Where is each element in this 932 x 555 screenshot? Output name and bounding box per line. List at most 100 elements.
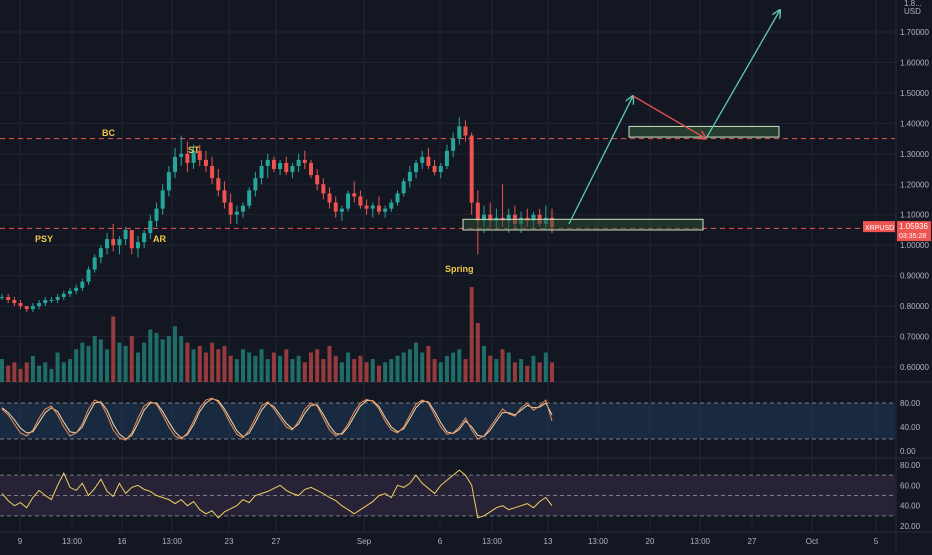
stoch-tick-label: 0.00 <box>900 447 916 456</box>
rsi-pane <box>1 469 553 519</box>
volume-bar <box>43 362 48 382</box>
candles <box>0 117 554 313</box>
currency-label: USD <box>904 7 921 16</box>
candle-body <box>414 162 419 173</box>
volume-bar <box>117 342 122 382</box>
volume-bar <box>290 359 295 382</box>
volume-bar <box>185 342 190 382</box>
accumulation-range-box <box>462 218 704 231</box>
volume-bar <box>191 349 196 382</box>
projection-path <box>568 10 780 225</box>
volume-bar <box>438 362 443 382</box>
volume-bar <box>333 355 338 382</box>
candle-body <box>234 211 239 215</box>
rsi-tick-label: 60.00 <box>900 481 921 490</box>
candle-body <box>18 303 23 307</box>
candle-body <box>216 178 221 191</box>
volume-bar <box>197 345 202 382</box>
annotation-bc: BC <box>102 128 115 138</box>
volume-bar <box>407 349 412 382</box>
volume-bar <box>0 359 4 382</box>
candle-body <box>80 281 85 288</box>
symbol-text: XRPUSD <box>865 225 894 232</box>
time-tick-label: 16 <box>118 537 127 546</box>
candle-body <box>327 193 332 203</box>
price-tick-label: 1.50000 <box>900 89 929 98</box>
candle-body <box>24 306 29 310</box>
volume-bar <box>74 349 79 382</box>
time-tick-label: 27 <box>272 537 281 546</box>
candle-body <box>290 166 295 173</box>
volume-bar <box>537 362 542 382</box>
volume-bar <box>531 355 536 382</box>
volume-bar <box>475 323 480 382</box>
candle-body <box>420 156 425 163</box>
candle-body <box>166 172 171 191</box>
candle-body <box>129 229 134 249</box>
volume-bar <box>488 355 493 382</box>
volume-bar <box>308 352 313 382</box>
candle-body <box>117 239 122 246</box>
rsi-tick-label: 40.00 <box>900 502 921 511</box>
candle-body <box>0 296 4 298</box>
price-tick-label: 1.30000 <box>900 150 929 159</box>
volume-bar <box>321 359 326 382</box>
volume-bar <box>253 355 258 382</box>
candle-body <box>228 202 233 215</box>
candle-body <box>352 193 357 197</box>
price-tick-label: 0.90000 <box>900 272 929 281</box>
time-tick-label: 13:00 <box>690 537 711 546</box>
volume-bar <box>6 365 11 382</box>
volume-bar <box>210 342 215 382</box>
volume-bar <box>55 352 60 382</box>
candle-body <box>346 193 351 209</box>
volume-bar <box>315 349 320 382</box>
volume-bar <box>49 368 54 382</box>
candle-body <box>457 126 462 139</box>
candle-body <box>302 159 307 163</box>
volume-bar <box>482 345 487 382</box>
time-tick-label: 13:00 <box>62 537 83 546</box>
candle-body <box>358 196 363 206</box>
candle-body <box>92 257 97 270</box>
volume-bar <box>222 345 227 382</box>
volume-bar <box>469 287 474 382</box>
candle-body <box>253 178 258 191</box>
rsi-line <box>1 469 553 519</box>
time-tick-label: Sep <box>357 537 372 546</box>
candle-body <box>105 239 110 249</box>
volume-bar <box>364 362 369 382</box>
volume-bar <box>135 352 140 382</box>
volume-bar <box>494 359 499 382</box>
stoch-band <box>0 403 895 439</box>
volume-bar <box>451 352 456 382</box>
time-tick-label: 9 <box>18 537 23 546</box>
annotation-st: ST <box>188 145 200 155</box>
candle-body <box>407 172 412 182</box>
candle-body <box>383 208 388 212</box>
time-tick-label: 23 <box>225 537 234 546</box>
candle-body <box>296 159 301 166</box>
rsi-tick-label: 20.00 <box>900 522 921 531</box>
annotation-psy: PSY <box>35 234 53 244</box>
volume-bar <box>30 355 35 382</box>
volume-bars <box>0 287 554 382</box>
candle-body <box>278 162 283 170</box>
candle-body <box>401 181 406 194</box>
candle-body <box>531 214 536 221</box>
candle-body <box>154 208 159 221</box>
volume-bar <box>339 362 344 382</box>
candle-body <box>247 190 252 206</box>
volume-bar <box>271 352 276 382</box>
price-tick-label: 1.70000 <box>900 28 929 37</box>
candle-body <box>265 159 270 166</box>
price-tick-label: 0.70000 <box>900 333 929 342</box>
candle-body <box>482 214 487 221</box>
price-tick-label: 0.60000 <box>900 363 929 372</box>
candle-body <box>395 193 400 203</box>
projection-pullback-arrow <box>632 95 706 139</box>
volume-bar <box>259 349 264 382</box>
candle-body <box>210 166 215 179</box>
volume-bar <box>525 365 530 382</box>
